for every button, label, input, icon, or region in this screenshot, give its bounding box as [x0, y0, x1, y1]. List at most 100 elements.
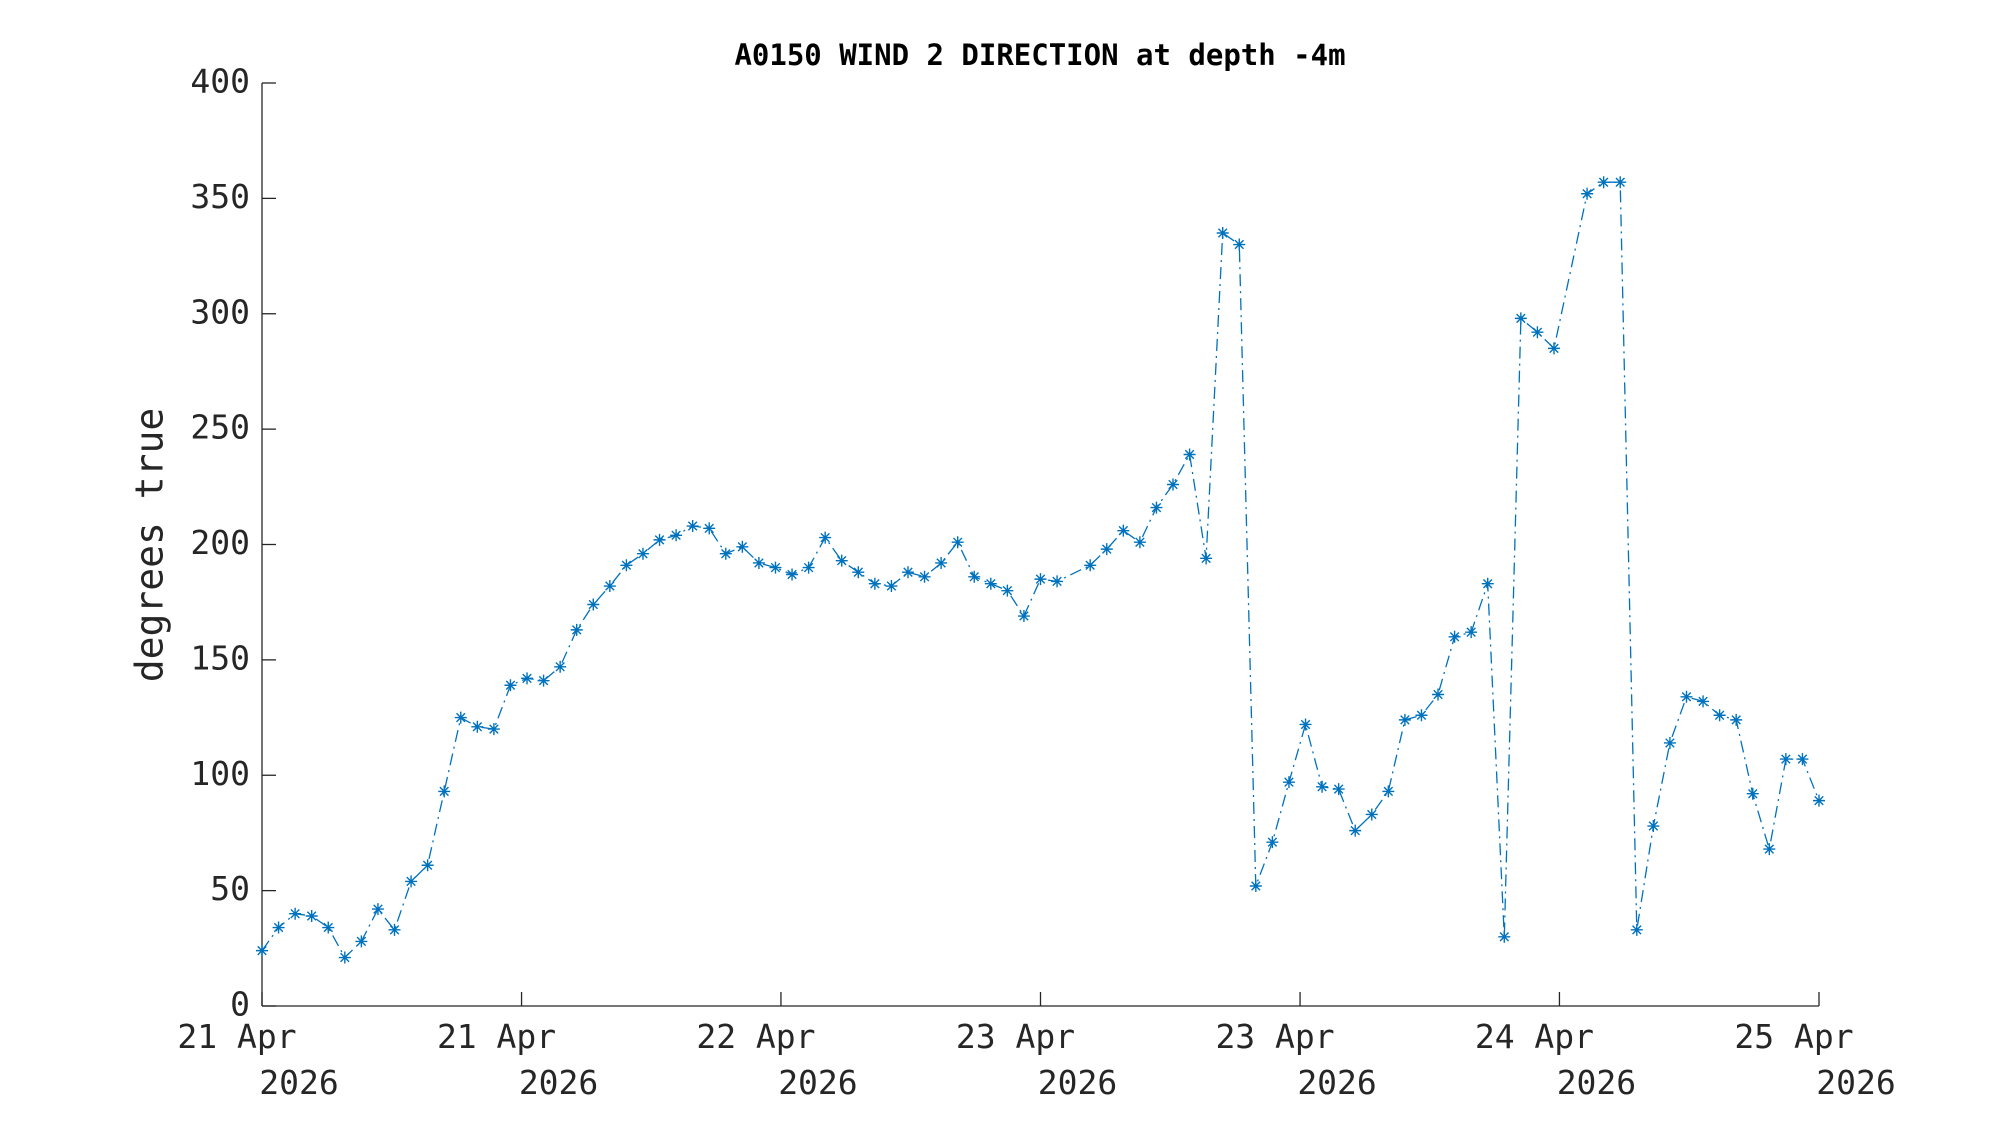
y-tick-label: 350 — [190, 177, 250, 216]
data-marker — [1001, 584, 1014, 597]
data-marker — [1167, 478, 1180, 491]
data-marker — [322, 921, 335, 934]
data-marker — [852, 566, 865, 579]
x-tick-label-line: 24 Apr — [1475, 1017, 1594, 1056]
data-marker — [603, 580, 616, 593]
data-marker — [1051, 575, 1064, 588]
data-marker — [1034, 573, 1047, 586]
x-tick-label-line: 2026 — [259, 1063, 338, 1102]
data-marker — [1233, 238, 1246, 251]
data-marker — [918, 570, 931, 583]
data-marker — [1630, 923, 1643, 936]
x-tick-label-line: 25 Apr — [1734, 1017, 1853, 1056]
data-marker — [338, 951, 351, 964]
data-marker — [670, 529, 683, 542]
data-marker — [421, 859, 434, 872]
data-marker — [1730, 713, 1743, 726]
data-marker — [1514, 312, 1527, 325]
x-tick-label: 23 Apr 2026 — [1215, 1017, 1376, 1102]
data-marker — [1647, 820, 1660, 833]
x-tick-label-line: 23 Apr — [1215, 1017, 1334, 1056]
chart-title: A0150 WIND 2 DIRECTION at depth -4m — [734, 38, 1345, 72]
data-marker — [1249, 880, 1262, 893]
y-tick-label: 0 — [230, 985, 250, 1024]
data-marker — [504, 679, 517, 692]
data-marker — [1316, 780, 1329, 793]
y-tick-label: 250 — [190, 408, 250, 447]
data-marker — [405, 875, 418, 888]
data-marker — [901, 566, 914, 579]
x-tick-label: 25 Apr 2026 — [1734, 1017, 1895, 1102]
data-marker — [1547, 342, 1560, 355]
data-marker — [620, 559, 633, 572]
y-tick-label: 50 — [210, 869, 250, 908]
data-marker — [1266, 836, 1279, 849]
data-marker — [1133, 536, 1146, 549]
data-marker — [1084, 559, 1097, 572]
x-tick-label-line: 2026 — [519, 1063, 598, 1102]
data-marker — [438, 785, 451, 798]
data-marker — [1100, 543, 1113, 556]
data-marker — [1763, 843, 1776, 856]
data-marker — [521, 672, 534, 685]
data-marker — [487, 723, 500, 736]
data-marker — [1448, 630, 1461, 643]
data-marker — [1415, 709, 1428, 722]
x-tick-label: 24 Apr 2026 — [1475, 1017, 1636, 1102]
data-marker — [1796, 753, 1809, 766]
data-marker — [1531, 326, 1544, 339]
data-marker — [537, 674, 550, 687]
data-marker — [736, 540, 749, 553]
data-line — [261, 181, 1820, 959]
x-tick-label: 22 Apr 2026 — [696, 1017, 857, 1102]
data-marker — [570, 623, 583, 636]
data-marker — [819, 531, 832, 544]
data-marker — [1779, 753, 1792, 766]
data-marker — [1299, 718, 1312, 731]
data-marker — [1332, 783, 1345, 796]
data-marker — [1614, 176, 1627, 189]
y-tick-label: 100 — [190, 754, 250, 793]
data-marker — [885, 580, 898, 593]
x-tick-label-line: 2026 — [1816, 1063, 1895, 1102]
data-marker — [636, 547, 649, 560]
data-marker — [1150, 501, 1163, 514]
data-marker — [1365, 808, 1378, 821]
data-marker — [305, 910, 318, 923]
data-marker — [786, 568, 799, 581]
data-marker — [935, 556, 948, 569]
data-marker — [1697, 695, 1710, 708]
data-marker — [371, 903, 384, 916]
data-marker — [984, 577, 997, 590]
data-marker — [1581, 187, 1594, 200]
data-marker — [454, 711, 467, 724]
x-tick-label-line: 21 Apr — [177, 1017, 296, 1056]
x-tick-label: 23 Apr 2026 — [956, 1017, 1117, 1102]
data-marker — [1498, 930, 1511, 943]
data-marker — [1432, 688, 1445, 701]
x-tick-label-line: 2026 — [1038, 1063, 1117, 1102]
data-marker — [752, 556, 765, 569]
data-marker — [686, 520, 699, 533]
x-tick-label-line: 2026 — [1557, 1063, 1636, 1102]
data-marker — [1382, 785, 1395, 798]
data-marker — [1216, 226, 1229, 239]
data-marker — [1465, 626, 1478, 639]
data-marker — [1017, 610, 1030, 623]
data-marker — [1349, 824, 1362, 837]
data-marker — [388, 923, 401, 936]
x-tick-label-line: 2026 — [1297, 1063, 1376, 1102]
data-marker — [1597, 176, 1610, 189]
y-axis-label: degrees true — [128, 408, 172, 683]
data-marker — [1663, 736, 1676, 749]
x-tick-label-line: 21 Apr — [437, 1017, 556, 1056]
data-marker — [653, 533, 666, 546]
data-marker — [289, 907, 302, 920]
x-tick-label-line: 2026 — [778, 1063, 857, 1102]
data-marker — [355, 935, 368, 948]
y-tick-label: 300 — [190, 292, 250, 331]
data-marker — [951, 536, 964, 549]
data-marker — [835, 554, 848, 567]
data-marker — [1117, 524, 1130, 537]
